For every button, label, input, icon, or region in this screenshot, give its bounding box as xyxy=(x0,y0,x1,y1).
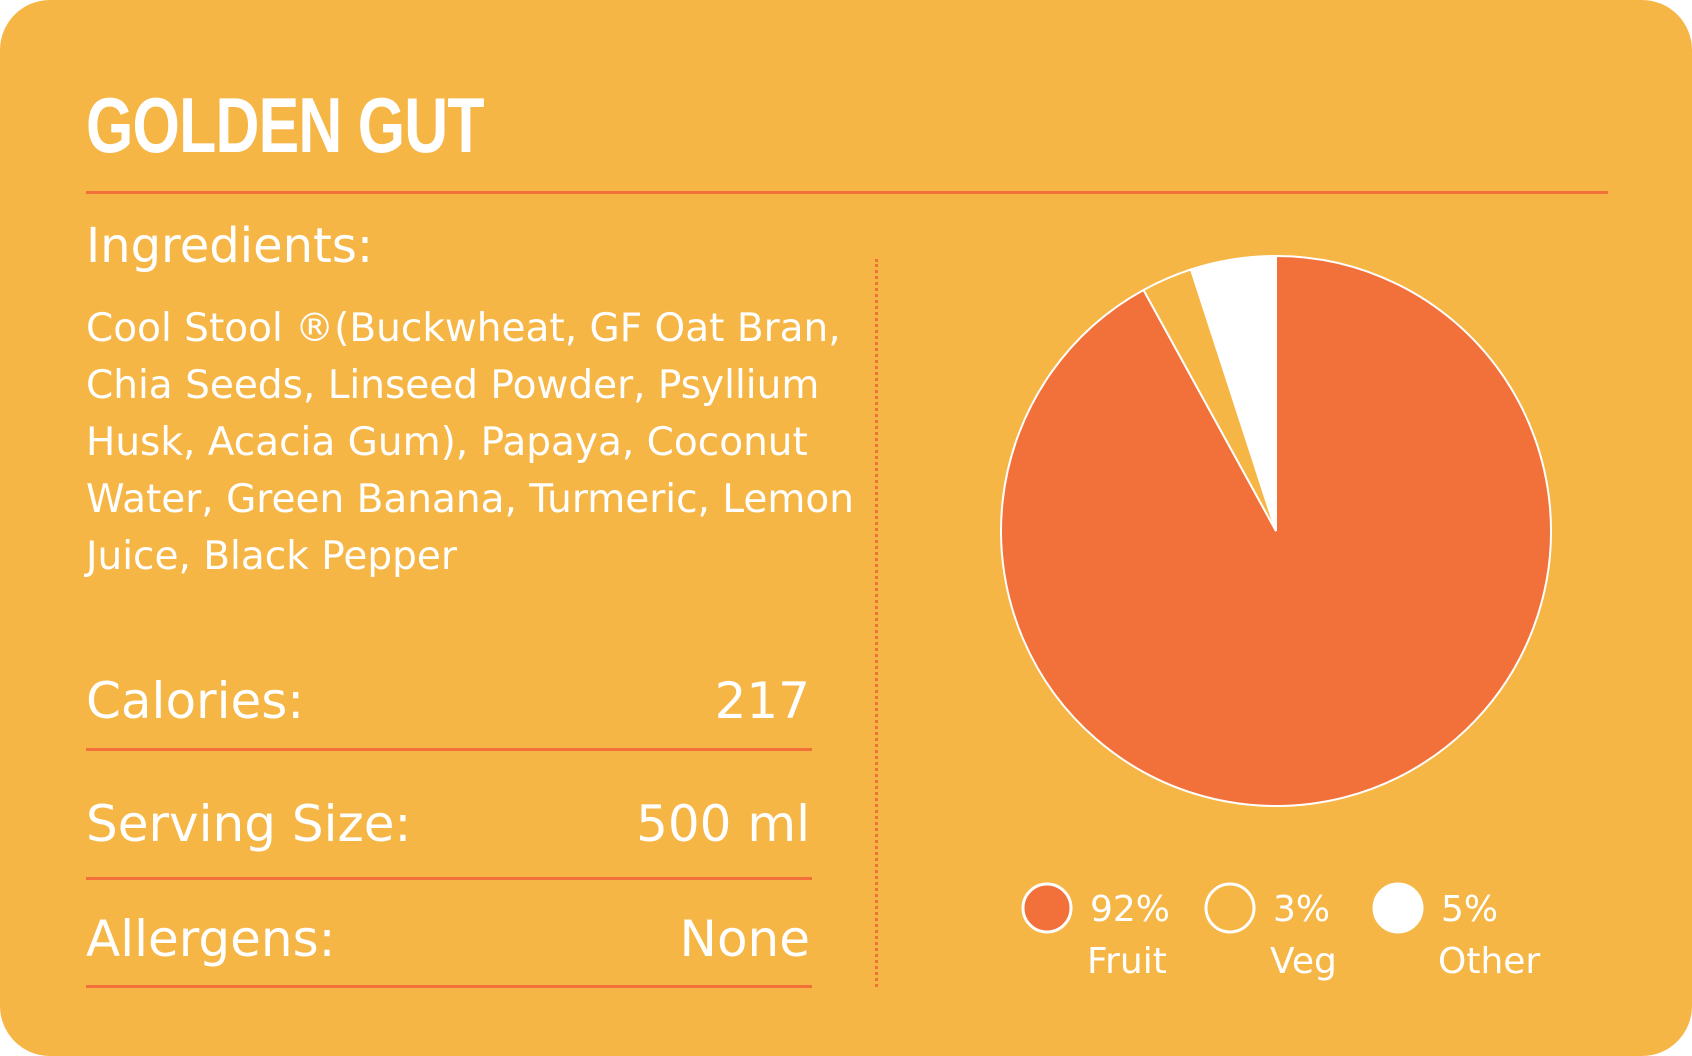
legend-label: Veg xyxy=(1270,941,1337,982)
legend-swatch xyxy=(1204,882,1256,934)
rule xyxy=(86,985,812,988)
rule xyxy=(86,191,1608,194)
title: GOLDEN GUT xyxy=(86,81,485,169)
fact-label: Allergens: xyxy=(86,910,336,968)
ingredients-label: Ingredients: xyxy=(86,218,374,274)
legend-swatch xyxy=(1372,882,1424,934)
fact-value: 500 ml xyxy=(636,795,810,853)
fact-label: Calories: xyxy=(86,672,305,730)
pie-slice xyxy=(1189,254,1277,532)
ingredients-text: Cool Stool ®(Buckwheat, GF Oat Bran, Chi… xyxy=(86,306,854,579)
fact-value: None xyxy=(679,910,810,968)
legend-label: Fruit xyxy=(1087,941,1167,982)
legend-value: 5% xyxy=(1441,889,1498,930)
legend-swatch xyxy=(1021,882,1073,934)
rule xyxy=(86,748,812,751)
divider xyxy=(875,259,878,987)
legend-value: 92% xyxy=(1090,889,1170,930)
legend-value: 3% xyxy=(1273,889,1330,930)
legend-label: Other xyxy=(1438,941,1540,982)
fact-label: Serving Size: xyxy=(86,795,412,853)
fact-value: 217 xyxy=(714,672,810,730)
rule xyxy=(86,877,812,880)
